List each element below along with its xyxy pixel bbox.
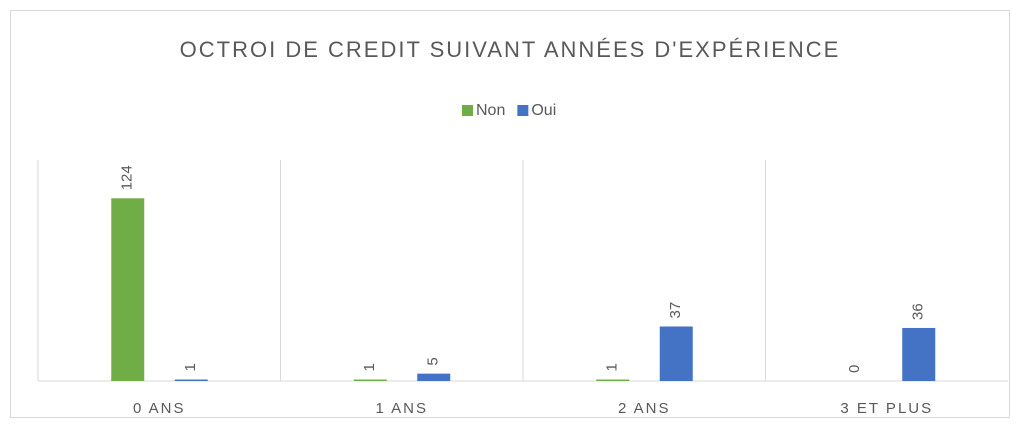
data-label: 37 [667, 302, 684, 319]
bar [417, 373, 451, 381]
chart-title: OCTROI DE CREDIT SUIVANT ANNÉES D'EXPÉRI… [180, 37, 841, 62]
data-label: 1 [182, 363, 199, 371]
bar [174, 379, 208, 381]
data-label: 1 [604, 363, 621, 371]
data-label: 124 [119, 165, 136, 190]
x-tick-label: 3 ET PLUS [840, 400, 933, 417]
bar [353, 379, 387, 381]
bar [902, 327, 936, 381]
legend-label: Non [476, 102, 505, 119]
data-label: 36 [910, 303, 927, 320]
x-tick-label: 0 ANS [133, 400, 186, 417]
bar [111, 198, 145, 381]
data-label: 1 [361, 363, 378, 371]
legend-swatch [462, 105, 473, 116]
bar [596, 379, 630, 381]
legend-swatch [517, 105, 529, 116]
bar [659, 326, 693, 381]
data-label: 0 [846, 365, 863, 373]
chart-frame [10, 10, 1010, 418]
x-tick-label: 2 ANS [618, 400, 671, 417]
legend-label: Oui [531, 102, 556, 119]
x-tick-label: 1 ANS [375, 400, 428, 417]
data-label: 5 [425, 357, 442, 365]
